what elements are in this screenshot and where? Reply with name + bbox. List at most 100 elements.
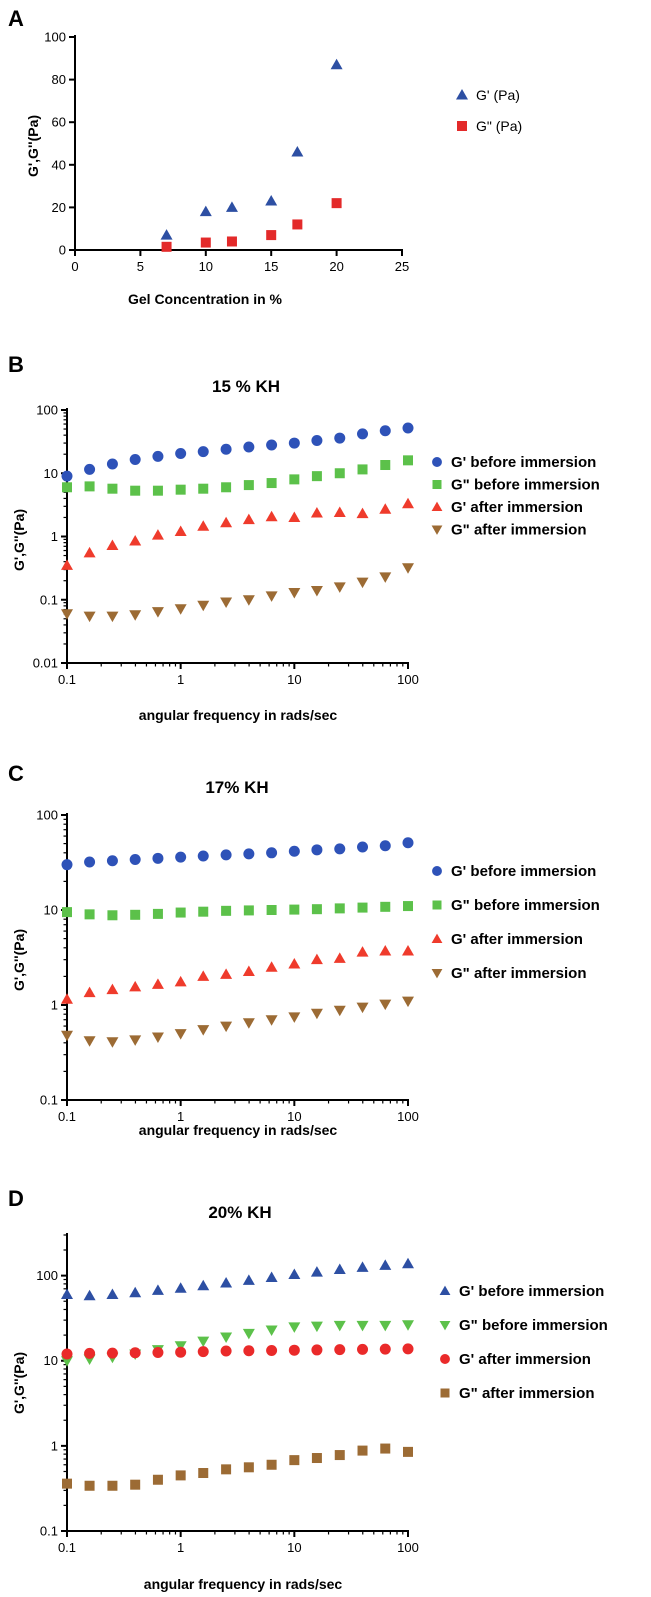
panel-a-x-axis-title: Gel Concentration in % — [128, 291, 283, 307]
panel-b-g-before-immersion-point — [402, 422, 414, 434]
panel-d-g-after-immersion-point — [175, 1470, 186, 1481]
panel-b-g-after-immersion-point — [83, 611, 96, 623]
panel-d-g-after-immersion-point — [379, 1343, 391, 1355]
panel-a-x-tick-label: 0 — [71, 259, 78, 274]
panel-c: C 17% KH G',G''(Pa) angular frequency in… — [8, 761, 600, 1138]
panel-d-g-after-immersion-point — [243, 1345, 255, 1357]
panel-c-g-after-immersion-point — [402, 945, 414, 956]
panel-c-g-after-immersion-point — [220, 968, 233, 979]
panel-b-g-after-immersion-point — [402, 497, 414, 509]
panel-c-g-after-immersion-point — [151, 1032, 164, 1044]
panel-c-y-tick-label: 0.1 — [40, 1093, 58, 1108]
panel-d-g-before-immersion-point — [242, 1328, 255, 1340]
panel-b-g-before-immersion-point — [357, 428, 369, 440]
panel-c-g-after-immersion-point — [356, 946, 369, 957]
panel-b-legend: G' before immersion G" before immersion G'… — [431, 454, 600, 539]
panel-a-g-pa-point — [265, 195, 278, 206]
panel-c-y-tick-label: 10 — [44, 903, 58, 918]
panel-d-x-axis-title: angular frequency in rads/sec — [144, 1576, 343, 1592]
panel-c-g-after-immersion-point — [83, 1036, 96, 1047]
panel-c-g-before-immersion-point — [357, 841, 369, 853]
panel-c-y-axis-title: G',G''(Pa) — [11, 929, 27, 991]
panel-d-g-before-immersion-point — [333, 1263, 346, 1274]
panel-b-g-before-immersion-point — [175, 484, 186, 495]
panel-d-y-tick-label: 0.1 — [40, 1524, 58, 1539]
panel-c-g-after-immersion-point — [310, 1008, 323, 1020]
panel-a-legend-g-pa-label: G' (Pa) — [476, 87, 520, 103]
panel-a-g-pa-point — [331, 198, 342, 209]
panel-b-g-before-immersion-point — [61, 470, 73, 482]
panel-d-g-after-immersion-point — [129, 1347, 141, 1359]
panel-b-g-before-immersion-point — [175, 448, 187, 460]
panel-c-g-after-immersion-point — [402, 996, 414, 1008]
panel-c-g-after-immersion-point — [106, 1037, 119, 1048]
panel-b-g-after-immersion-point — [129, 610, 142, 621]
panel-c-g-after-immersion-point — [151, 978, 164, 989]
panel-d-g-after-immersion-point — [106, 1347, 118, 1359]
panel-b-g-after-immersion-point — [379, 503, 392, 514]
panel-d-g-before-immersion-point — [220, 1332, 233, 1344]
panel-b-legend-g-after-immersion-symbol — [431, 525, 443, 535]
panel-d-g-after-immersion-point — [61, 1348, 73, 1360]
panel-d-g-after-immersion-point — [221, 1464, 232, 1475]
panel-c-legend-g-before-immersion-label: G' before immersion — [451, 863, 596, 880]
panel-b-g-after-immersion-point — [265, 591, 278, 602]
panel-b-title: 15 % KH — [212, 377, 280, 396]
panel-b-g-before-immersion-point — [288, 437, 300, 449]
panel-b-g-after-immersion-point — [174, 525, 187, 536]
panel-a-g-pa-point — [226, 236, 237, 247]
panel-d-g-after-immersion-point — [175, 1346, 187, 1358]
panel-c-legend-g-before-immersion-symbol — [432, 900, 442, 910]
panel-letter-a: A — [8, 6, 24, 31]
panel-d-legend-g-after-immersion-label: G' after immersion — [459, 1351, 591, 1368]
panel-c-legend-g-after-immersion-label: G" after immersion — [451, 965, 586, 982]
panel-c-g-before-immersion-point — [61, 859, 73, 871]
panel-c-x-tick-label: 1 — [177, 1109, 184, 1124]
panel-c-g-after-immersion-point — [61, 1030, 73, 1042]
panel-a-x-tick-label: 10 — [199, 259, 213, 274]
panel-c-legend-g-after-immersion-symbol — [431, 933, 443, 944]
panel-b-x-tick-label: 100 — [397, 672, 419, 687]
panel-b-g-after-immersion-point — [333, 582, 346, 593]
panel-c-g-before-immersion-point — [62, 907, 72, 918]
panel-d-g-after-immersion-point — [220, 1345, 232, 1357]
panel-c-g-before-immersion-point — [243, 848, 255, 860]
panel-b-g-after-immersion-point — [288, 511, 301, 522]
panel-a-g-pa-point — [225, 201, 238, 212]
panel-d-g-after-immersion-point — [289, 1455, 300, 1466]
panel-b-y-tick-label: 0.01 — [33, 656, 58, 671]
panel-b-legend-g-after-immersion-label: G' after immersion — [451, 499, 583, 516]
panel-b-x-axis-title: angular frequency in rads/sec — [139, 707, 338, 723]
panel-d-legend-g-before-immersion-label: G" before immersion — [459, 1317, 608, 1334]
panel-b-g-before-immersion-point — [152, 485, 163, 496]
panel-d-g-after-immersion-point — [311, 1453, 322, 1464]
panel-b-g-before-immersion-point — [311, 434, 323, 446]
panel-b-g-after-immersion-point — [242, 595, 255, 606]
panel-b-y-tick-label: 0.1 — [40, 592, 58, 607]
panel-a-g-pa-point — [292, 219, 303, 230]
panel-d-g-after-immersion-point — [402, 1343, 414, 1355]
panel-letter-d: D — [8, 1186, 24, 1211]
panel-c-g-before-immersion-point — [243, 905, 254, 916]
panel-a-legend: G' (Pa) G" (Pa) — [456, 87, 522, 134]
panel-b-y-tick-label: 100 — [36, 403, 58, 418]
panel-b-g-after-immersion-point — [174, 604, 187, 615]
panel-b-legend-g-after-immersion-symbol — [431, 501, 443, 512]
panel-c-g-after-immersion-point — [242, 965, 255, 977]
panel-c-g-before-immersion-point — [288, 845, 300, 857]
panel-c-g-before-immersion-point — [334, 903, 345, 914]
panel-c-g-before-immersion-point — [380, 901, 391, 912]
panel-letter-c: C — [8, 761, 24, 786]
panel-d-g-before-immersion-point — [288, 1268, 301, 1280]
panel-c-g-before-immersion-point — [152, 908, 163, 919]
panel-c-g-after-immersion-point — [379, 999, 392, 1011]
panel-b-y-tick-label: 10 — [44, 466, 58, 481]
panel-a-g-pa-point — [330, 58, 343, 70]
panel-b-g-after-immersion-point — [151, 529, 164, 540]
panel-b-g-before-immersion-point — [334, 468, 345, 479]
panel-c-g-before-immersion-point — [220, 849, 232, 861]
panel-b-g-before-immersion-point — [221, 482, 232, 493]
panel-d-g-before-immersion-point — [197, 1336, 210, 1348]
panel-b-g-after-immersion-point — [310, 586, 323, 597]
panel-c-g-after-immersion-point — [174, 975, 187, 987]
